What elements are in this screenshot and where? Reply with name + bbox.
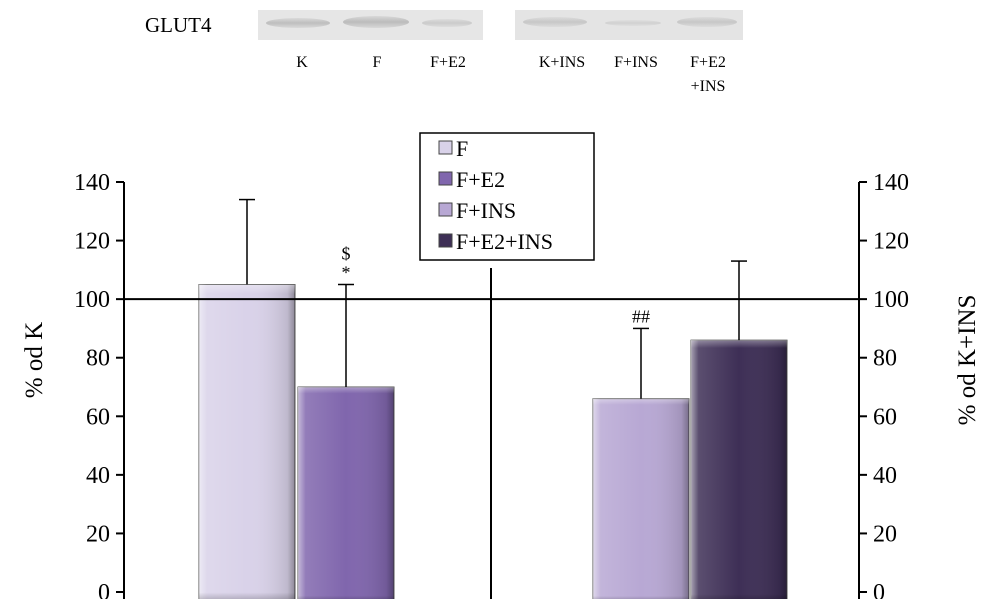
legend-item-f-e2-ins: F+E2+INS xyxy=(438,229,553,254)
error-bar-f-ins xyxy=(633,327,649,399)
error-bar-f-e2 xyxy=(338,283,354,387)
blot-band-f xyxy=(343,16,409,28)
bar-bevel-v xyxy=(593,398,689,599)
significance-annotations: $* ## xyxy=(342,244,651,327)
blot-band-f-e2 xyxy=(422,19,472,27)
right-ticks: 0 20 40 60 80 100 120 140 xyxy=(859,170,909,599)
blot-band-f-e2-ins xyxy=(677,17,737,27)
blot-title: GLUT4 xyxy=(145,13,212,37)
legend-label: F xyxy=(456,136,468,161)
blot-band-k-ins xyxy=(523,17,587,27)
western-blot: GLUT4 K F F+E2 K+INS F+INS F+E2 +INS xyxy=(145,10,743,95)
legend-label: F+INS xyxy=(456,198,516,223)
error-bar-f xyxy=(239,198,255,285)
right-tick-label: 20 xyxy=(873,521,897,547)
error-bars xyxy=(239,198,747,399)
left-tick-label: 140 xyxy=(74,170,110,196)
left-tick-label: 120 xyxy=(74,229,110,255)
bar-bevel-v xyxy=(298,387,394,599)
bar-f-e2 xyxy=(297,386,395,599)
left-ticks: 0 20 40 60 80 100 120 140 xyxy=(74,170,124,599)
legend-label: F+E2 xyxy=(456,167,505,192)
y-axis-label-left: % od K xyxy=(21,322,48,398)
lane-label-k-ins: K+INS xyxy=(539,54,585,71)
bars xyxy=(198,284,788,599)
legend-swatch xyxy=(438,233,453,248)
right-tick-label: 60 xyxy=(873,404,897,430)
left-tick-label: 0 xyxy=(98,580,110,599)
left-tick-label: 100 xyxy=(74,287,110,313)
annotation-f-e2: $ xyxy=(342,244,351,264)
lane-label-f-e2-ins-line2: +INS xyxy=(691,78,726,95)
right-tick-label: 140 xyxy=(873,170,909,196)
bar-f xyxy=(198,284,296,599)
left-tick-label: 20 xyxy=(86,521,110,547)
left-tick-label: 80 xyxy=(86,346,110,372)
bar-bevel-v xyxy=(199,284,295,599)
y-axis-label-right: % od K+INS xyxy=(954,295,981,426)
lane-label-f: F xyxy=(373,54,382,71)
legend-label: F+E2+INS xyxy=(456,229,553,254)
right-tick-label: 40 xyxy=(873,463,897,489)
right-tick-label: 120 xyxy=(873,229,909,255)
lane-label-f-ins: F+INS xyxy=(614,54,658,71)
annotation-f-e2: * xyxy=(342,263,351,283)
right-tick-label: 0 xyxy=(873,580,885,599)
left-tick-label: 40 xyxy=(86,463,110,489)
legend-item-f-ins: F+INS xyxy=(438,198,516,223)
right-tick-label: 100 xyxy=(873,287,909,313)
lane-label-f-e2: F+E2 xyxy=(430,54,466,71)
lane-label-f-e2-ins-line1: F+E2 xyxy=(690,54,726,71)
blot-band-k xyxy=(266,18,330,28)
legend-swatch xyxy=(438,171,453,186)
legend-item-f-e2: F+E2 xyxy=(438,167,505,192)
legend: F F+E2 F+INS F+E2+INS xyxy=(419,132,595,261)
blot-band-f-ins xyxy=(605,20,661,26)
lane-label-k: K xyxy=(296,54,308,71)
error-bar-f-e2-ins xyxy=(731,260,747,341)
left-tick-label: 60 xyxy=(86,404,110,430)
bar-f-e2-ins xyxy=(690,339,788,599)
legend-item-f: F xyxy=(438,136,468,161)
legend-swatch xyxy=(438,202,453,217)
bar-bevel-v xyxy=(691,340,787,599)
legend-swatch xyxy=(438,140,453,155)
bar-f-ins xyxy=(592,398,690,599)
right-tick-label: 80 xyxy=(873,346,897,372)
axes: 0 20 40 60 80 100 120 140 0 20 40 60 80 100 120 140 % … xyxy=(21,170,981,599)
annotation-f-ins: ## xyxy=(632,306,650,326)
